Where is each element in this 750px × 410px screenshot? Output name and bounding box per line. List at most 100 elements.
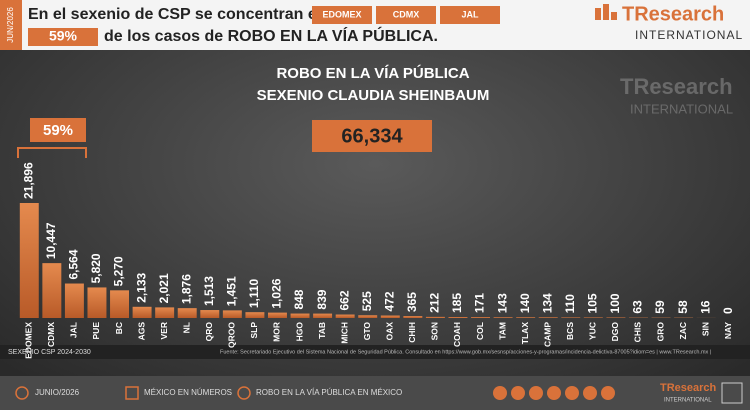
bar bbox=[538, 317, 558, 318]
bar bbox=[132, 306, 152, 318]
footer-period: SEXENIO CSP 2024-2030 bbox=[8, 349, 91, 356]
footer-source: Fuente: Secretariado Ejecutivo del Siste… bbox=[220, 349, 711, 355]
bar bbox=[561, 317, 581, 318]
icon bbox=[237, 386, 251, 400]
x-tick-label: EDOMEX bbox=[24, 322, 34, 359]
bar bbox=[19, 203, 39, 318]
value-label: 63 bbox=[631, 300, 645, 314]
icon bbox=[125, 386, 139, 400]
social-icon[interactable] bbox=[565, 386, 579, 400]
value-label: 110 bbox=[563, 294, 577, 314]
x-tick-label: COAH bbox=[452, 322, 462, 347]
date-strip bbox=[0, 0, 22, 50]
logo-icon bbox=[595, 8, 601, 20]
value-label: 1,110 bbox=[247, 278, 261, 308]
chart-title: ROBO EN LA VÍA PÚBLICA bbox=[276, 64, 469, 82]
bar bbox=[493, 317, 513, 318]
x-tick-label: AGS bbox=[136, 322, 146, 341]
x-tick-label: YUC bbox=[588, 322, 598, 340]
bar bbox=[606, 317, 626, 318]
x-tick-label: NAY bbox=[723, 322, 733, 339]
social-icon[interactable] bbox=[601, 386, 615, 400]
value-label: 5,820 bbox=[89, 253, 103, 283]
bar bbox=[245, 312, 265, 318]
footer-item: ROBO EN LA VÍA PÚBLICA EN MÉXICO bbox=[256, 388, 402, 397]
x-tick-label: GRO bbox=[655, 322, 665, 342]
x-tick-label: ZAC bbox=[678, 322, 688, 339]
badge bbox=[440, 6, 500, 24]
badge bbox=[376, 6, 436, 24]
x-tick-label: NL bbox=[181, 322, 191, 333]
social-icon[interactable] bbox=[547, 386, 561, 400]
x-tick-label: BCS bbox=[565, 322, 575, 340]
bar bbox=[222, 310, 242, 318]
bar bbox=[425, 316, 445, 318]
value-label: 6,564 bbox=[67, 249, 81, 279]
header-band bbox=[0, 0, 750, 50]
x-tick-label: CAMP bbox=[542, 322, 552, 347]
x-tick-label: SIN bbox=[700, 322, 710, 336]
x-tick-label: CDMX bbox=[46, 322, 56, 347]
bar bbox=[358, 315, 378, 318]
value-label: 21,896 bbox=[21, 162, 35, 199]
x-tick-label: COL bbox=[475, 322, 485, 340]
share-bracket bbox=[17, 147, 87, 158]
value-label: 2,133 bbox=[134, 272, 148, 302]
header-line2: de los casos de ROBO EN LA VÍA PÚBLICA. bbox=[104, 26, 438, 45]
x-tick-label: TLAX bbox=[520, 322, 530, 345]
footer-item: JUNIO/2026 bbox=[35, 388, 80, 397]
value-label: 212 bbox=[428, 293, 442, 313]
icon bbox=[15, 386, 29, 400]
value-label: 0 bbox=[721, 307, 735, 314]
bar bbox=[313, 313, 333, 318]
value-label: 100 bbox=[608, 293, 622, 313]
x-tick-label: TAB bbox=[317, 322, 327, 339]
footer-logo-sub: INTERNATIONAL bbox=[664, 398, 712, 404]
badge-text: CDMX bbox=[393, 9, 420, 19]
x-tick-label: HGO bbox=[294, 322, 304, 342]
social-icon[interactable] bbox=[511, 386, 525, 400]
x-tick-label: TAM bbox=[497, 322, 507, 340]
value-label: 58 bbox=[676, 300, 690, 314]
x-tick-label: QRO bbox=[204, 322, 214, 342]
value-label: 1,876 bbox=[179, 274, 193, 304]
value-label: 1,026 bbox=[270, 278, 284, 308]
social-icon[interactable] bbox=[529, 386, 543, 400]
social-icon[interactable] bbox=[493, 386, 507, 400]
bar bbox=[87, 287, 107, 318]
x-tick-label: DGO bbox=[610, 322, 620, 342]
logo-icon bbox=[611, 12, 617, 20]
badge-text: EDOMEX bbox=[322, 9, 361, 19]
bar bbox=[403, 316, 423, 318]
x-tick-label: MOR bbox=[272, 322, 282, 342]
header-date: JUN/2026 bbox=[6, 7, 15, 43]
chart-subtitle: SEXENIO CLAUDIA SHEINBAUM bbox=[257, 87, 490, 104]
logo-watermark-sub: INTERNATIONAL bbox=[630, 101, 733, 116]
value-label: 662 bbox=[337, 290, 351, 310]
bar bbox=[110, 290, 130, 318]
x-tick-label: MICH bbox=[339, 322, 349, 344]
value-label: 525 bbox=[360, 291, 374, 311]
x-tick-label: PUE bbox=[91, 322, 101, 340]
qr-code bbox=[721, 382, 743, 404]
value-label: 848 bbox=[292, 289, 306, 309]
bar bbox=[380, 315, 400, 318]
bar bbox=[448, 317, 468, 318]
bar bbox=[177, 308, 197, 318]
value-label: 1,451 bbox=[225, 276, 239, 306]
bar bbox=[516, 317, 536, 318]
bar bbox=[471, 317, 491, 318]
x-tick-label: SLP bbox=[249, 322, 259, 339]
value-label: 839 bbox=[315, 289, 329, 309]
bar bbox=[335, 314, 355, 318]
logo-sub: INTERNATIONAL bbox=[635, 28, 743, 42]
logo-icon bbox=[603, 4, 609, 20]
total: 66,334 bbox=[341, 125, 403, 147]
bar bbox=[267, 312, 287, 318]
value-label: 140 bbox=[518, 293, 532, 313]
badge bbox=[312, 6, 372, 24]
logo-watermark: TResearch bbox=[620, 74, 733, 99]
social-icon[interactable] bbox=[583, 386, 597, 400]
share-badge bbox=[28, 28, 98, 46]
